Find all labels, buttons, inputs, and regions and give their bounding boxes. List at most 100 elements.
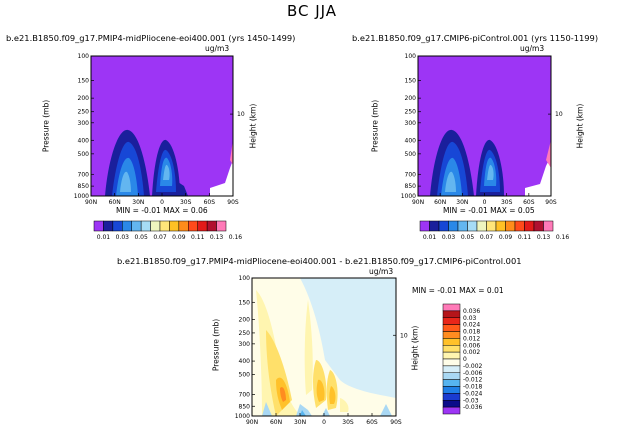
colorbar3-swatch: [442, 351, 461, 360]
panel2-xtick-label: 60N: [434, 199, 446, 206]
colorbar3-swatch: [442, 406, 461, 415]
panel1-ytick-label: 700: [78, 171, 90, 178]
panel2-xtick-label: 60S: [523, 199, 535, 206]
panel3-right-tick-label: 10: [400, 332, 408, 339]
panel3-ytick-label: 700: [239, 392, 251, 399]
colorbar3-level-label: 0.024: [463, 322, 480, 329]
colorbar2-swatch: [486, 220, 497, 232]
panel3-ytick-label: 400: [239, 358, 251, 365]
panel1-xtick-label: 60N: [109, 199, 121, 206]
panel3-ytick-label: 200: [239, 317, 251, 324]
colorbar1-swatch: [159, 220, 170, 232]
colorbar1-swatch: [197, 220, 208, 232]
panel2-ytick-label: 1000: [401, 193, 416, 200]
colorbar3-level-label: -0.024: [463, 390, 483, 397]
colorbar2-swatch: [514, 220, 525, 232]
panel2-xtick-label: 30N: [456, 199, 468, 206]
colorbar1-swatch: [131, 220, 142, 232]
colorbar2-level-label: 0.09: [499, 234, 513, 241]
panel1-ytick-label: 250: [78, 109, 90, 116]
colorbar1-swatch: [169, 220, 180, 232]
panel2-xtick-label: 90N: [412, 199, 424, 206]
colorbar3-level-label: -0.018: [463, 384, 483, 391]
panel2-units: ug/m3: [520, 44, 545, 53]
panel1-stats: MIN = -0.01 MAX = 0.06: [116, 206, 208, 215]
panel1-field: [91, 56, 233, 196]
colorbar1-level-label: 0.07: [153, 234, 167, 241]
panel2-ytick-label: 400: [405, 137, 417, 144]
panel2-ytick-label: 500: [405, 151, 417, 158]
colorbar2-level-label: 0.07: [480, 234, 494, 241]
panel3-xtick-label: 90N: [246, 419, 258, 426]
panel1-xtick-label: 30S: [180, 199, 192, 206]
panel2-stats: MIN = -0.01 MAX = 0.05: [443, 206, 535, 215]
panel1-ytick-label: 200: [78, 95, 90, 102]
colorbar1-swatch: [150, 220, 161, 232]
panel1-xtick-label: 60S: [204, 199, 216, 206]
panel2-title: b.e21.B1850.f09_g17.CMIP6-piControl.001 …: [352, 33, 599, 43]
panel3-field: [252, 278, 396, 416]
colorbar3-swatch: [442, 372, 461, 380]
colorbar3-swatch: [442, 303, 461, 312]
colorbar2-swatch: [429, 220, 440, 232]
panel1-xtick-label: 30N: [132, 199, 144, 206]
panel1-units: ug/m3: [205, 44, 230, 53]
colorbar2-swatch: [448, 220, 459, 232]
panel3-xtick-label: 30N: [294, 419, 306, 426]
panel3-ytick-label: 500: [239, 371, 251, 378]
colorbar3-level-label: -0.006: [463, 370, 483, 377]
colorbar1-swatch: [140, 220, 151, 232]
panel2-ytick-label: 300: [405, 120, 417, 127]
panel2-xtick-label: 0: [483, 199, 487, 206]
colorbar2-swatch: [505, 220, 516, 232]
panel3-xtick-label: 0: [322, 419, 326, 426]
panel1-ytick-label: 100: [78, 53, 90, 60]
colorbar3-level-label: 0.018: [463, 329, 480, 336]
panel3-xtick-label: 90S: [390, 419, 402, 426]
colorbar1-level-label: 0.13: [210, 234, 224, 241]
panel1-xtick-label: 0: [160, 199, 164, 206]
colorbar1-swatch: [178, 220, 189, 232]
panel1-ytick-label: 300: [78, 120, 90, 127]
colorbar3-swatch: [442, 324, 461, 332]
panel3-title: b.e21.B1850.f09_g17.PMIP4-midPliocene-eo…: [117, 256, 522, 266]
main-title: BC JJA: [286, 2, 338, 20]
colorbar2-swatch: [476, 220, 487, 232]
colorbar3-level-label: -0.03: [463, 397, 479, 404]
colorbar1-level-label: 0.03: [116, 234, 130, 241]
colorbar1-swatch: [122, 220, 132, 232]
colorbar2-swatch: [467, 220, 478, 232]
colorbar1-level-label: 0.05: [134, 234, 148, 241]
colorbar3-level-label: 0.002: [463, 349, 480, 356]
colorbar1-level-label: 0.01: [97, 234, 111, 241]
colorbar2-swatch: [438, 220, 449, 232]
panel3-xtick-label: 30S: [342, 419, 354, 426]
panel2-field: [418, 56, 551, 196]
colorbar1-level-label: 0.16: [229, 234, 243, 241]
colorbar2-level-label: 0.03: [442, 234, 456, 241]
colorbar3-swatch: [442, 331, 461, 339]
panel2-xtick-label: 90S: [545, 199, 557, 206]
panel2-ytick-label: 200: [405, 95, 417, 102]
colorbar2-level-label: 0.11: [518, 234, 532, 241]
colorbar2-swatch: [419, 220, 430, 232]
panel2-ytick-label: 100: [405, 53, 417, 60]
panel3-units: ug/m3: [369, 267, 394, 276]
colorbar1-level-label: 0.09: [172, 234, 186, 241]
panel2-ytick-label: 850: [405, 183, 417, 190]
colorbar3-level-label: -0.012: [463, 377, 483, 384]
colorbar2-level-label: 0.13: [537, 234, 551, 241]
colorbar1-swatch: [188, 220, 198, 232]
colorbar3-level-label: 0.036: [463, 308, 480, 315]
panel3-ytick-label: 100: [239, 275, 251, 282]
panel3-ytick-label: 250: [239, 330, 251, 337]
colorbar2-swatch: [543, 220, 554, 232]
colorbar1-swatch: [112, 220, 123, 232]
colorbar3-level-label: 0: [463, 356, 467, 363]
colorbar3-swatch: [442, 310, 461, 318]
colorbar3-swatch: [442, 393, 461, 401]
panel3-xtick-label: 60N: [270, 419, 282, 426]
colorbar3-swatch: [442, 358, 461, 367]
colorbar3-swatch: [442, 345, 461, 353]
colorbar2-level-label: 0.16: [556, 234, 570, 241]
